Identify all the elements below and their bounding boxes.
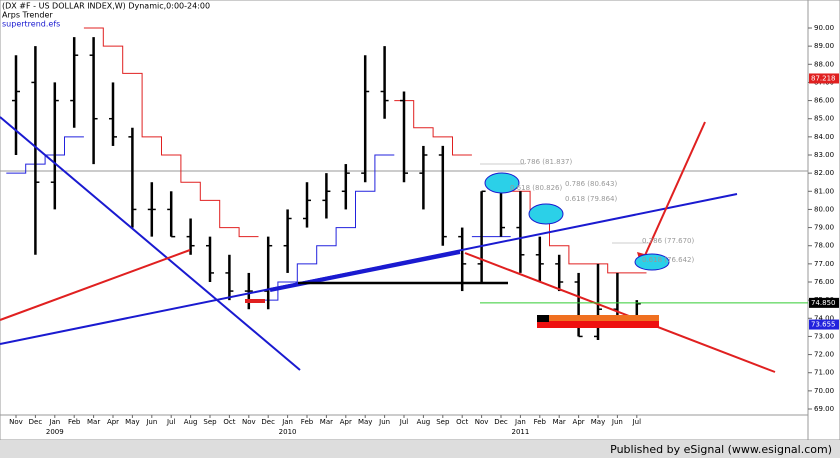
price-marker <box>809 73 839 84</box>
x-tick-label: Feb <box>68 418 81 426</box>
supertrend-line <box>83 27 647 274</box>
bars <box>6 27 647 341</box>
x-tick-label: May <box>125 418 139 426</box>
y-tick-label: 80.00 <box>814 205 834 213</box>
price-marker <box>809 297 839 308</box>
marker <box>245 299 265 303</box>
price-marker-label: 74.850 <box>811 299 836 307</box>
price-axis <box>807 0 840 441</box>
price-marker-label: 87.218 <box>811 74 836 82</box>
y-tick-label: 79.00 <box>814 224 834 232</box>
y-tick-label: 90.00 <box>814 24 834 32</box>
y-tick-label: 72.00 <box>814 351 834 359</box>
y-tick-label: 83.00 <box>814 151 834 159</box>
y-tick-label: 76.00 <box>814 278 834 286</box>
x-tick-label: Apr <box>573 418 585 426</box>
y-tick-label: 86.00 <box>814 97 834 105</box>
x-tick-label: Jun <box>611 418 623 426</box>
x-tick-label: Aug <box>184 418 198 426</box>
y-tick-label: 89.00 <box>814 42 834 50</box>
price-marker-label: 73.655 <box>811 321 836 329</box>
y-tick-label: 73.00 <box>814 332 834 340</box>
trendline <box>0 116 301 371</box>
year-label: 2011 <box>511 428 529 436</box>
x-tick-label: Mar <box>87 418 100 426</box>
x-tick-label: Jul <box>632 418 642 426</box>
x-tick-label: Apr <box>107 418 119 426</box>
x-tick-label: Oct <box>223 418 235 426</box>
x-tick-label: Mar <box>553 418 566 426</box>
fib-label: 0.618 (76.642) <box>642 256 694 264</box>
y-tick-label: 88.00 <box>814 60 834 68</box>
zone <box>537 321 659 328</box>
highlight <box>634 253 670 271</box>
x-tick-label: Jan <box>281 418 293 426</box>
price-marker <box>809 319 839 330</box>
x-tick-label: Jun <box>145 418 157 426</box>
x-tick-label: Dec <box>29 418 43 426</box>
x-tick-label: Apr <box>340 418 352 426</box>
plot-frame <box>0 0 809 416</box>
supertrend-line <box>6 136 511 301</box>
chart-subtitle: Arps Trender <box>2 11 53 20</box>
x-tick-label: May <box>358 418 372 426</box>
y-tick-label: 81.00 <box>814 187 834 195</box>
x-tick-label: Dec <box>494 418 508 426</box>
y-tick-label: 71.00 <box>814 369 834 377</box>
x-tick-label: May <box>591 418 605 426</box>
chart-title: (DX #F - US DOLLAR INDEX,W) Dynamic,0:00… <box>2 2 210 11</box>
x-tick-label: Oct <box>456 418 468 426</box>
year-label: 2010 <box>279 428 297 436</box>
x-tick-label: Jan <box>48 418 60 426</box>
fib-label: 0.618 (79.864) <box>565 195 617 203</box>
x-tick-label: Nov <box>475 418 489 426</box>
y-tick-label: 77.00 <box>814 260 834 268</box>
zone <box>537 315 659 322</box>
highlight <box>484 172 520 194</box>
x-tick-label: Jan <box>514 418 526 426</box>
x-tick-label: Feb <box>534 418 547 426</box>
footer-bar <box>0 440 840 458</box>
y-tick-label: 82.00 <box>814 169 834 177</box>
y-tick-label: 78.00 <box>814 242 834 250</box>
x-tick-label: Mar <box>320 418 333 426</box>
x-tick-label: Nov <box>242 418 256 426</box>
fib-label: 0.786 (81.837) <box>520 158 572 166</box>
x-tick-label: Sep <box>436 418 450 426</box>
x-tick-label: Nov <box>9 418 23 426</box>
y-tick-label: 84.00 <box>814 133 834 141</box>
x-tick-label: Aug <box>417 418 431 426</box>
trendline <box>0 249 191 321</box>
zone <box>537 315 549 322</box>
trendline <box>464 252 776 373</box>
y-tick-label: 85.00 <box>814 115 834 123</box>
fib-label: 0.618 (80.826) <box>510 184 562 192</box>
footer: Published by eSignal (www.esignal.com) <box>610 443 832 456</box>
x-tick-label: Jul <box>166 418 176 426</box>
year-label: 2009 <box>46 428 64 436</box>
x-tick-label: Jul <box>399 418 409 426</box>
y-tick-label: 70.00 <box>814 387 834 395</box>
highlight <box>528 203 564 225</box>
arrow <box>641 121 706 263</box>
y-tick-label: 74.00 <box>814 314 834 322</box>
x-tick-label: Jun <box>378 418 390 426</box>
y-tick-label: 69.00 <box>814 405 834 413</box>
x-tick-label: Sep <box>203 418 217 426</box>
fib-label: 0.786 (80.643) <box>565 180 617 188</box>
study-label: supertrend.efs <box>2 20 60 29</box>
fib-label: 0.786 (77.670) <box>642 237 694 245</box>
x-tick-label: Dec <box>261 418 275 426</box>
x-tick-label: Feb <box>301 418 314 426</box>
